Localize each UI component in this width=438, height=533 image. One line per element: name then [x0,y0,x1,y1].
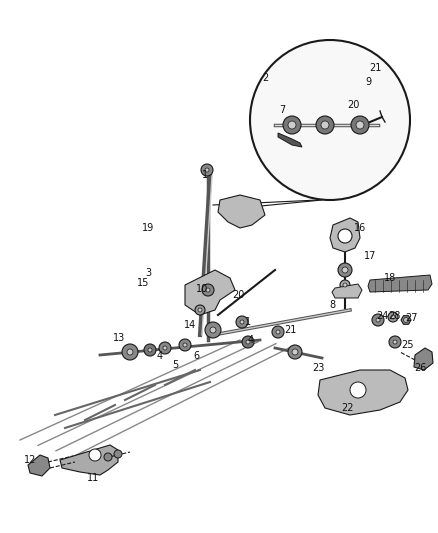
Text: 22: 22 [341,403,353,413]
Polygon shape [218,195,265,228]
Circle shape [276,330,280,334]
Text: 21: 21 [369,63,381,73]
Text: 8: 8 [329,300,335,310]
Circle shape [389,336,401,348]
Circle shape [183,343,187,347]
Circle shape [393,340,397,344]
Circle shape [338,229,352,243]
Circle shape [89,449,101,461]
Circle shape [343,283,347,287]
Text: 25: 25 [402,340,414,350]
Circle shape [210,327,216,333]
Polygon shape [414,348,433,370]
Circle shape [292,349,298,355]
Circle shape [391,315,395,319]
Polygon shape [278,133,302,147]
Circle shape [351,116,369,134]
Circle shape [144,344,156,356]
Circle shape [198,308,202,312]
Text: 9: 9 [365,77,371,87]
Circle shape [242,336,254,348]
Text: 13: 13 [113,333,125,343]
Text: 28: 28 [388,311,400,321]
Text: 27: 27 [405,313,417,323]
Circle shape [122,344,138,360]
Circle shape [376,318,380,322]
Text: 26: 26 [414,363,426,373]
Circle shape [205,322,221,338]
Text: 16: 16 [354,223,366,233]
Text: 2: 2 [262,73,268,83]
Polygon shape [368,275,432,292]
Polygon shape [318,370,408,415]
Text: 10: 10 [196,284,208,294]
Text: 17: 17 [364,251,376,261]
Text: 12: 12 [24,455,36,465]
Circle shape [240,320,244,324]
Circle shape [179,339,191,351]
Circle shape [356,121,364,129]
Polygon shape [332,284,362,298]
Text: 15: 15 [137,278,149,288]
Text: 1: 1 [245,317,251,327]
Polygon shape [60,445,118,475]
Polygon shape [401,316,411,324]
Circle shape [236,316,248,328]
Polygon shape [185,270,235,315]
Circle shape [104,453,112,461]
Circle shape [206,288,210,292]
Text: 24: 24 [376,311,388,321]
Circle shape [342,267,348,273]
Circle shape [205,168,209,172]
Text: 6: 6 [193,351,199,361]
Text: 5: 5 [172,360,178,370]
Text: 11: 11 [87,473,99,483]
Circle shape [201,164,213,176]
Circle shape [372,314,384,326]
Circle shape [350,382,366,398]
Polygon shape [330,218,360,252]
Text: 3: 3 [145,268,151,278]
Circle shape [288,345,302,359]
Text: 23: 23 [312,363,324,373]
Text: 1: 1 [202,170,208,180]
Circle shape [114,450,122,458]
Text: 21: 21 [284,325,296,335]
Circle shape [316,116,334,134]
Text: 20: 20 [347,100,359,110]
Text: 19: 19 [142,223,154,233]
Circle shape [272,326,284,338]
Circle shape [288,121,296,129]
Circle shape [148,348,152,352]
Polygon shape [28,455,50,476]
Circle shape [246,340,250,344]
Text: 14: 14 [184,320,196,330]
Circle shape [321,121,329,129]
Circle shape [340,280,350,290]
Circle shape [283,116,301,134]
Circle shape [195,305,205,315]
Circle shape [338,263,352,277]
Circle shape [163,346,167,350]
Circle shape [250,40,410,200]
Circle shape [388,312,398,322]
Circle shape [403,318,409,322]
Text: 4: 4 [157,351,163,361]
Circle shape [127,349,133,355]
Text: 7: 7 [279,105,285,115]
Circle shape [159,342,171,354]
Text: 18: 18 [384,273,396,283]
Circle shape [202,284,214,296]
Text: 20: 20 [232,290,244,300]
Text: 4: 4 [248,335,254,345]
